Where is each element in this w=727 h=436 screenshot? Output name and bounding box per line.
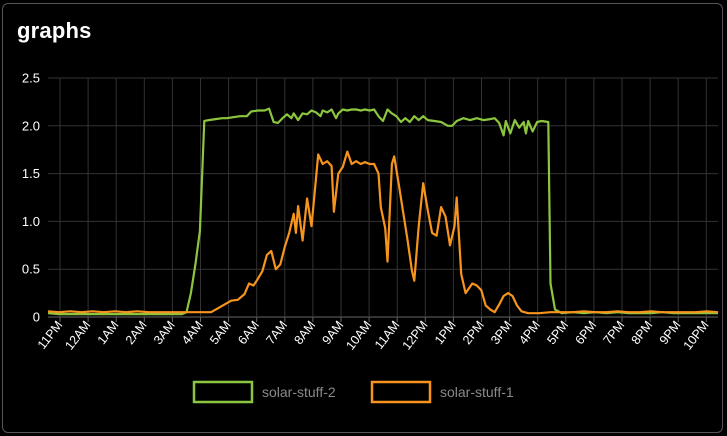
series-line-solar-stuff-1 xyxy=(47,150,719,315)
x-tick-label: 9AM xyxy=(320,318,347,347)
legend[interactable]: solar-stuff-2 solar-stuff-1 xyxy=(192,380,514,404)
x-tick-label: 12AM xyxy=(62,318,93,352)
legend-swatch xyxy=(370,380,432,404)
x-tick-label: 7AM xyxy=(263,318,290,347)
x-tick-label: 6PM xyxy=(572,318,599,347)
x-tick-label: 2PM xyxy=(460,318,487,347)
x-tick-label: 10AM xyxy=(343,318,374,352)
legend-swatch xyxy=(192,380,254,404)
legend-label: solar-stuff-1 xyxy=(440,384,514,400)
y-tick-label: 2.5 xyxy=(22,71,40,86)
y-tick-label: 1.0 xyxy=(22,214,40,229)
series-lines xyxy=(47,107,719,316)
legend-label: solar-stuff-2 xyxy=(262,384,336,400)
x-tick-label: 5AM xyxy=(207,318,234,347)
x-tick-label: 6AM xyxy=(235,318,262,347)
x-tick-label: 11AM xyxy=(372,318,403,352)
y-tick-label: 1.5 xyxy=(22,166,40,181)
x-tick-label: 3PM xyxy=(488,318,515,347)
x-tick-label: 3AM xyxy=(151,318,178,347)
y-axis-ticks: 0 0.5 1.0 1.5 2.0 2.5 xyxy=(22,71,40,325)
x-tick-label: 1AM xyxy=(95,318,122,347)
panel-title: graphs xyxy=(17,18,92,43)
x-tick-label: 4AM xyxy=(179,318,206,347)
x-tick-label: 10PM xyxy=(681,318,712,352)
x-tick-label: 9PM xyxy=(657,318,684,347)
x-tick-label: 12PM xyxy=(400,318,431,352)
y-tick-label: 2.0 xyxy=(22,118,40,133)
x-tick-label: 4PM xyxy=(516,318,543,347)
x-tick-label: 5PM xyxy=(544,318,571,347)
x-tick-label: 2AM xyxy=(123,318,150,347)
x-tick-label: 8AM xyxy=(291,318,318,347)
legend-item-solar-stuff-1[interactable]: solar-stuff-1 xyxy=(370,380,514,404)
x-tick-label: 7PM xyxy=(601,318,628,347)
legend-item-solar-stuff-2[interactable]: solar-stuff-2 xyxy=(192,380,336,404)
grid xyxy=(48,77,718,322)
y-tick-label: 0 xyxy=(33,310,40,325)
y-tick-label: 0.5 xyxy=(22,262,40,277)
series-line-solar-stuff-2 xyxy=(47,107,718,316)
x-tick-label: 1PM xyxy=(432,318,459,347)
chart-panel: graphs xyxy=(2,3,723,433)
x-tick-label: 8PM xyxy=(629,318,656,347)
